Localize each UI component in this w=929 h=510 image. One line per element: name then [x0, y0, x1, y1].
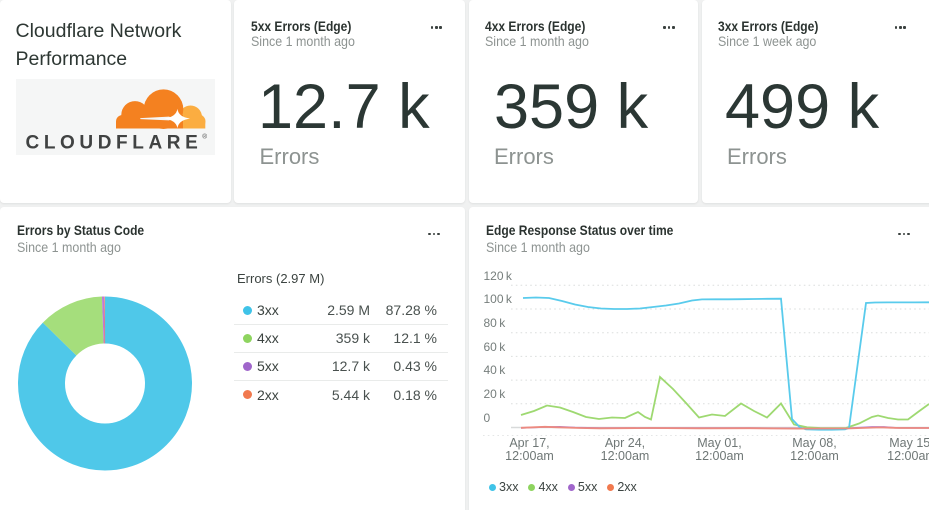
svg-text:®: ®	[202, 133, 207, 141]
svg-text:CLOUDFLARE: CLOUDFLARE	[26, 133, 203, 154]
